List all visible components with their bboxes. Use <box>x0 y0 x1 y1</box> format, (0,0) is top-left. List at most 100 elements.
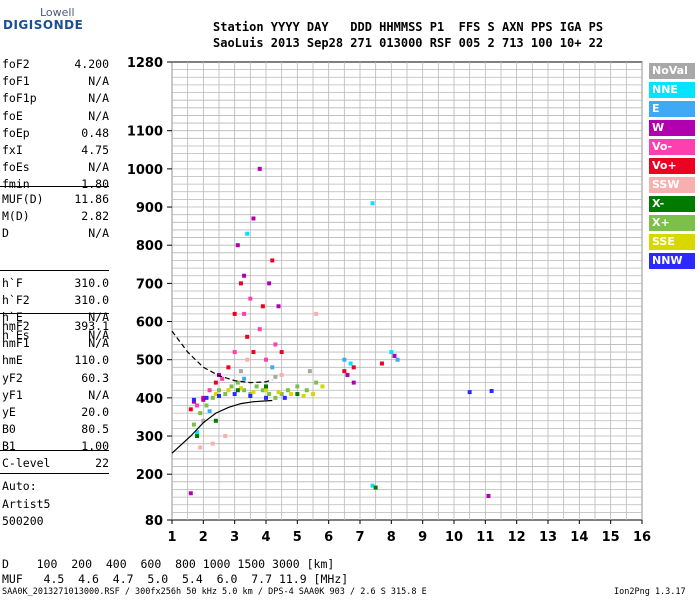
param-key: foE <box>2 108 23 123</box>
data-point-vo <box>257 327 262 332</box>
param-hmf1: hmF1 N/A <box>2 336 109 352</box>
param-mufd: MUF(D) 11.86 <box>2 192 109 208</box>
param-value: 60.3 <box>81 370 109 385</box>
y-tick-label: 800 <box>136 239 163 254</box>
data-point-vo <box>270 258 275 263</box>
y-tick-label: 400 <box>136 392 163 407</box>
param-md: M(D) 2.82 <box>2 209 109 225</box>
data-point-vo <box>342 369 347 374</box>
legend-item-noval: NoVal <box>649 63 695 79</box>
param-value: 22 <box>95 456 109 470</box>
footer-muf-row: MUF 4.5 4.6 4.7 5.0 5.4 6.0 7.7 11.9 [MH… <box>2 572 349 586</box>
y-tick-label: 80 <box>145 514 163 529</box>
y-tick-label: 500 <box>136 354 163 369</box>
param-key: yF1 <box>2 387 23 402</box>
panel-separator <box>0 186 109 187</box>
param-ye: yE 20.0 <box>2 405 109 421</box>
logo-digisonde: DIGISONDE <box>3 18 84 32</box>
data-point-x <box>229 384 234 389</box>
data-point-vo <box>379 361 384 366</box>
data-point-vo <box>273 342 278 347</box>
data-point-w <box>217 372 221 377</box>
param-value: N/A <box>88 336 109 351</box>
data-point-x <box>235 380 240 385</box>
data-point-e <box>270 365 275 370</box>
x-tick-label: 9 <box>418 530 427 545</box>
data-point-vo <box>242 311 247 316</box>
data-point-vo <box>213 380 218 385</box>
param-value: N/A <box>88 91 109 106</box>
data-point-ssw <box>314 311 319 316</box>
param-value: N/A <box>88 387 109 402</box>
x-tick-label: 15 <box>602 530 620 545</box>
x-tick-label: 12 <box>508 530 526 545</box>
x-tick-label: 14 <box>570 530 588 545</box>
data-point-nnw <box>232 392 237 397</box>
param-hes: h`Es N/A <box>2 328 109 344</box>
param-hf2: h`F2 310.0 <box>2 293 109 309</box>
data-point-w <box>267 281 272 286</box>
data-point-w <box>235 243 240 248</box>
param-value: 1.80 <box>81 177 109 192</box>
data-point-w <box>201 397 206 402</box>
data-point-vo <box>351 365 356 370</box>
data-point-vo <box>238 281 243 286</box>
data-point-ssw <box>210 441 215 446</box>
param-fof1: foF1 N/A <box>2 74 109 90</box>
legend-item-vo: Vo- <box>649 139 695 155</box>
profile-solid-curve <box>171 399 273 454</box>
param-key: yF2 <box>2 370 23 385</box>
data-point-vo <box>188 407 193 412</box>
param-value: 4.75 <box>81 143 109 157</box>
data-point-sse <box>238 386 243 391</box>
data-point-vo <box>251 350 256 355</box>
param-key: foEs <box>2 160 30 175</box>
data-point-noval <box>201 418 206 423</box>
data-point-x <box>260 388 265 393</box>
autoscale-version: 500200 <box>2 514 44 528</box>
y-tick-label: 700 <box>136 277 163 292</box>
footer-distance-row: D 100 200 400 600 800 1000 1500 3000 [km… <box>2 557 335 571</box>
data-point-ssw <box>223 434 228 439</box>
param-value: N/A <box>88 160 109 175</box>
data-point-noval <box>238 369 243 374</box>
param-value: 1.00 <box>81 439 109 454</box>
data-point-noval <box>273 374 278 379</box>
data-point-nnw <box>264 395 268 400</box>
param-value: 80.5 <box>81 422 109 437</box>
data-point-vo <box>220 376 225 381</box>
data-point-vo <box>207 388 212 393</box>
logo-lowell: Lowell <box>40 6 75 19</box>
data-point-sse <box>213 392 218 397</box>
y-tick-label: 300 <box>136 430 163 445</box>
data-point-ssw <box>279 372 284 377</box>
data-point-nnw <box>489 388 494 393</box>
param-key: fxI <box>2 143 23 157</box>
data-point-nne <box>370 201 375 206</box>
data-point-x <box>254 384 259 389</box>
data-point-e <box>342 357 347 362</box>
data-point-x <box>295 384 300 389</box>
data-point-nnw <box>191 397 196 402</box>
data-point-vo <box>226 365 231 370</box>
param-clevel: C-level 22 <box>2 456 109 472</box>
data-point-nne <box>389 350 394 355</box>
data-point-sse <box>251 390 256 395</box>
y-tick-label: 1100 <box>127 125 163 140</box>
param-value: 4.200 <box>74 57 109 71</box>
data-point-sse <box>311 392 315 397</box>
param-key: h`Es <box>2 327 30 342</box>
param-value: N/A <box>88 327 109 342</box>
param-d: D N/A <box>2 226 109 242</box>
param-key: D <box>2 226 9 241</box>
x-tick-label: 13 <box>539 530 557 545</box>
data-point-noval <box>307 369 312 374</box>
param-key: M(D) <box>2 209 30 224</box>
data-point-nnw <box>204 395 209 400</box>
data-point-vo <box>264 357 268 362</box>
data-point-nne <box>245 231 250 236</box>
param-b1: B1 1.00 <box>2 439 109 455</box>
param-key: foEp <box>2 125 30 140</box>
panel-separator <box>0 270 109 271</box>
data-point-x <box>295 392 300 397</box>
